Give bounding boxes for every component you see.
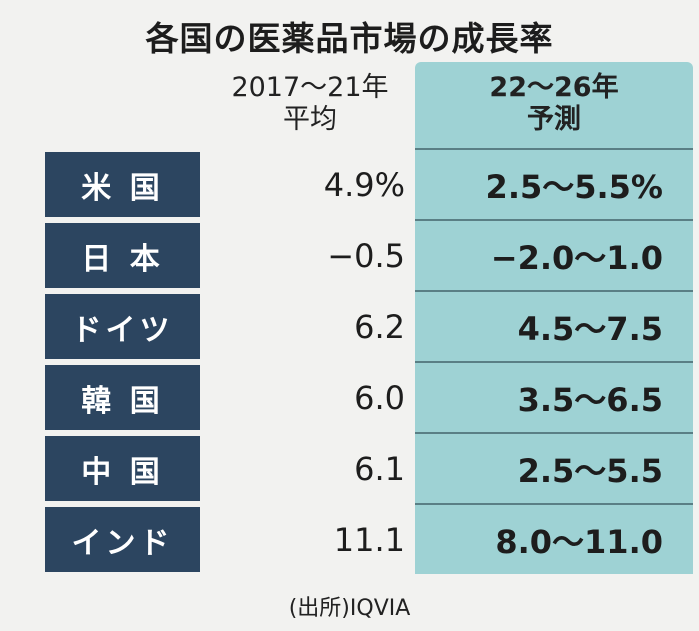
cell-forecast: 4.5〜7.5 <box>517 309 663 348</box>
cell-forecast: 3.5〜6.5 <box>517 380 663 419</box>
row-separator <box>415 432 693 434</box>
row-label: インド <box>45 507 200 572</box>
header-line: 22〜26年 <box>489 72 619 103</box>
row-separator <box>415 503 693 505</box>
row-label: 米 国 <box>45 152 200 217</box>
cell-forecast: 2.5〜5.5% <box>485 167 663 206</box>
source: (出所)IQVIA <box>288 596 411 621</box>
cell-average: 4.9% <box>323 165 405 204</box>
forecast-column-bg <box>415 62 693 574</box>
row-separator <box>415 219 693 221</box>
cell-forecast: 8.0〜11.0 <box>495 522 663 561</box>
cell-average: −0.5 <box>327 236 405 275</box>
title: 各国の医薬品市場の成長率 <box>145 19 554 58</box>
row-separator <box>415 361 693 363</box>
row-label: 韓 国 <box>45 365 200 430</box>
row-label: 日 本 <box>45 223 200 288</box>
row-separator <box>415 290 693 292</box>
header-line: 平均 <box>283 104 337 135</box>
column-header: 22〜26年 予測 <box>415 72 693 136</box>
row-label: 中 国 <box>45 436 200 501</box>
cell-average: 6.0 <box>354 378 405 417</box>
cell-forecast: 2.5〜5.5 <box>517 451 663 490</box>
cell-average: 6.1 <box>354 449 405 488</box>
cell-average: 11.1 <box>333 520 405 559</box>
header-line: 予測 <box>527 104 581 135</box>
row-separator <box>415 148 693 150</box>
cell-average: 6.2 <box>354 307 405 346</box>
column-header: 2017〜21年 平均 <box>205 72 415 136</box>
cell-forecast: −2.0〜1.0 <box>490 238 663 277</box>
header-line: 2017〜21年 <box>231 72 389 103</box>
row-label: ドイツ <box>45 294 200 359</box>
